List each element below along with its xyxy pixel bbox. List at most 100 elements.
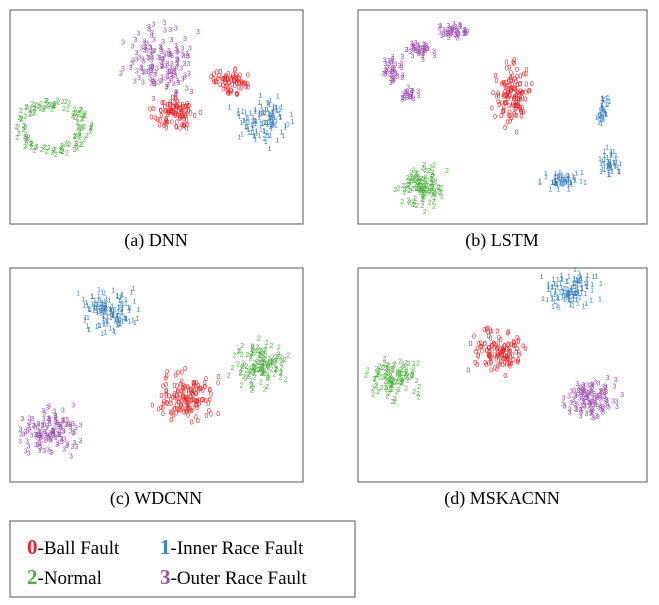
point-glyph: 3 <box>149 52 153 59</box>
point-glyph: 1 <box>253 109 257 116</box>
point-glyph: 2 <box>47 103 51 110</box>
point-glyph: 1 <box>617 169 621 176</box>
point-glyph: 3 <box>143 45 147 52</box>
point-glyph: 2 <box>421 177 425 184</box>
point-glyph: 2 <box>428 200 432 207</box>
point-glyph: 3 <box>159 59 163 66</box>
legend-label: -Inner Race Fault <box>171 538 305 559</box>
point-glyph: 0 <box>195 381 199 388</box>
point-glyph: 2 <box>33 105 37 112</box>
point-glyph: 3 <box>42 416 46 423</box>
point-glyph: 2 <box>275 357 279 364</box>
point-glyph: 1 <box>245 123 249 130</box>
point-glyph: 1 <box>101 302 105 309</box>
point-glyph: 2 <box>397 387 401 394</box>
point-glyph: 0 <box>507 352 511 359</box>
point-glyph: 3 <box>412 45 416 52</box>
point-glyph: 2 <box>14 124 18 131</box>
point-glyph: 0 <box>510 85 514 92</box>
point-glyph: 0 <box>513 85 517 92</box>
point-glyph: 2 <box>412 199 416 206</box>
point-glyph: 3 <box>390 59 394 66</box>
point-glyph: 2 <box>33 147 37 154</box>
point-glyph: 0 <box>175 395 179 402</box>
point-glyph: 1 <box>274 118 278 125</box>
point-glyph: 3 <box>58 430 62 437</box>
point-glyph: 2 <box>437 185 441 192</box>
point-glyph: 2 <box>29 106 33 113</box>
point-glyph: 1 <box>98 309 102 316</box>
point-glyph: 1 <box>118 316 122 323</box>
point-glyph: 3 <box>405 90 409 97</box>
point-glyph: 2 <box>258 353 262 360</box>
point-glyph: 0 <box>174 95 178 102</box>
point-glyph: 1 <box>571 284 575 291</box>
point-glyph: 0 <box>234 79 238 86</box>
point-glyph: 1 <box>271 113 275 120</box>
point-glyph: 0 <box>233 78 237 85</box>
point-glyph: 0 <box>502 344 506 351</box>
point-glyph: 2 <box>389 373 393 380</box>
point-glyph: 2 <box>79 107 83 114</box>
point-glyph: 3 <box>394 71 398 78</box>
point-glyph: 3 <box>597 380 601 387</box>
point-glyph: 3 <box>185 85 189 92</box>
point-glyph: 1 <box>274 123 278 130</box>
point-glyph: 0 <box>504 100 508 107</box>
point-glyph: 2 <box>232 353 236 360</box>
point-glyph: 3 <box>186 61 190 68</box>
point-glyph: 0 <box>180 108 184 115</box>
point-glyph: 0 <box>164 126 168 133</box>
point-glyph: 0 <box>507 77 511 84</box>
point-glyph: 0 <box>480 344 484 351</box>
point-glyph: 3 <box>155 65 159 72</box>
point-glyph: 0 <box>192 383 196 390</box>
point-glyph: 0 <box>512 103 516 110</box>
point-glyph: 1 <box>280 104 284 111</box>
point-glyph: 2 <box>382 361 386 368</box>
point-glyph: 1 <box>607 166 611 173</box>
point-glyph: 1 <box>290 119 294 126</box>
point-glyph: 3 <box>389 67 393 74</box>
panel-frame <box>9 267 304 483</box>
point-glyph: 1 <box>132 299 136 306</box>
point-glyph: 3 <box>167 48 171 55</box>
point-glyph: 3 <box>420 53 424 60</box>
point-glyph: 3 <box>187 71 191 78</box>
point-glyph: 3 <box>51 428 55 435</box>
point-glyph: 3 <box>604 385 608 392</box>
point-glyph: 1 <box>255 131 259 138</box>
point-glyph: 2 <box>407 200 411 207</box>
point-glyph: 0 <box>487 345 491 352</box>
point-glyph: 0 <box>184 407 188 414</box>
point-glyph: 3 <box>604 397 608 404</box>
point-glyph: 3 <box>393 75 397 82</box>
point-glyph: 0 <box>182 394 186 401</box>
point-glyph: 3 <box>410 90 414 97</box>
point-glyph: 3 <box>60 439 64 446</box>
point-glyph: 3 <box>598 393 602 400</box>
point-glyph: 3 <box>27 426 31 433</box>
point-glyph: 1 <box>117 304 121 311</box>
point-glyph: 0 <box>516 102 520 109</box>
point-glyph: 2 <box>262 348 266 355</box>
point-glyph: 3 <box>465 28 469 35</box>
point-glyph: 3 <box>408 49 412 56</box>
point-glyph: 3 <box>582 396 586 403</box>
point-glyph: 1 <box>92 308 96 315</box>
point-glyph: 2 <box>430 170 434 177</box>
point-glyph: 1 <box>262 136 266 143</box>
point-glyph: 0 <box>483 341 487 348</box>
point-glyph: 0 <box>198 386 202 393</box>
point-glyph: 0 <box>503 82 507 89</box>
point-glyph: 3 <box>175 50 179 57</box>
point-glyph: 1 <box>551 304 555 311</box>
point-glyph: 1 <box>561 290 565 297</box>
point-glyph: 2 <box>259 359 263 366</box>
point-glyph: 0 <box>514 92 518 99</box>
point-glyph: 3 <box>166 68 170 75</box>
point-glyph: 0 <box>227 90 231 97</box>
point-glyph: 3 <box>36 442 40 449</box>
point-glyph: 0 <box>235 91 239 98</box>
point-glyph: 0 <box>508 86 512 93</box>
